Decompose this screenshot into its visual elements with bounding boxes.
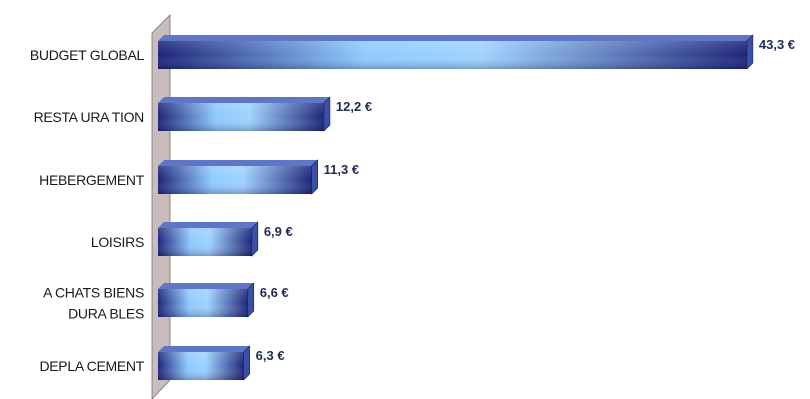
bar-group: 12,2 € RESTA URA TION [34,96,372,132]
bar-side [243,345,250,381]
category-label: BUDGET GLOBAL [30,47,145,63]
bar-shade [158,352,244,380]
value-label: 11,3 € [324,162,359,177]
chart-wall [151,14,171,399]
bar-side [311,159,318,195]
bar-top [158,97,330,103]
bar-top [158,346,250,352]
bar-top [158,222,258,228]
bar-group: 6,6 € A CHATS BIENS DURA BLES [43,282,289,322]
category-label: LOISIRS [91,234,144,250]
bar-group: 6,9 € LOISIRS [91,221,293,257]
bar-side [323,96,331,132]
bar-shade [158,166,312,194]
bar-shade [158,103,324,131]
bar-shade [158,289,248,317]
bar-shade [158,41,747,69]
bar-side [746,34,754,70]
bar-group: 6,3 € DEPLA CEMENT [39,345,285,381]
bar-top [158,160,318,166]
value-label: 6,9 € [264,224,293,239]
bar-side [251,221,259,257]
category-label: A CHATS BIENS DURA BLES [43,285,144,322]
value-label: 12,2 € [336,99,372,114]
bar-shade [158,228,252,256]
bar-top [158,35,753,41]
value-label: 6,6 € [260,285,289,300]
value-label: 6,3 € [256,348,285,363]
value-label: 43,3 € [759,37,795,52]
category-label: DEPLA CEMENT [39,358,144,374]
bar-side [247,282,255,318]
bar-group: 43,3 € BUDGET GLOBAL [30,34,795,70]
bar-group: 11,3 € HEBERGEMENT [39,159,359,195]
bar-top [158,283,254,289]
category-label: RESTA URA TION [34,109,144,125]
category-label: HEBERGEMENT [39,172,145,188]
